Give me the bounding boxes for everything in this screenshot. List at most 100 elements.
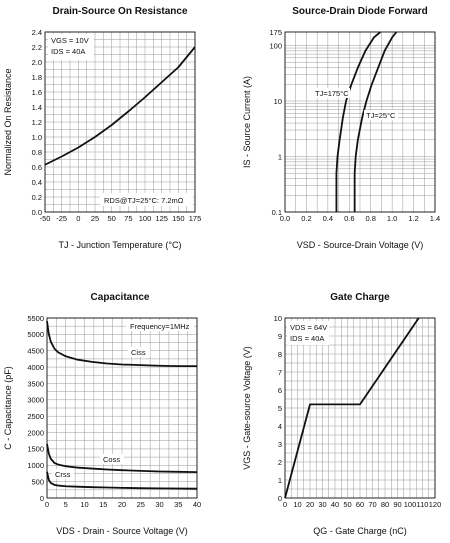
- on-resistance-y-tick-label: 1.2: [32, 118, 42, 127]
- chart-on-resistance-y-ticks: 0.0 0.2 0.4 0.6 0.8 1.0 1.2 1.4 1.6 1.8 2.0 2.2 2.4: [32, 28, 42, 217]
- gate-charge-y-tick-label: 5: [278, 404, 282, 413]
- gate-charge-y-tick-label: 0: [278, 494, 282, 503]
- chart-capacitance-freq-box: [126, 320, 194, 331]
- on-resistance-y-tick-label: 1.8: [32, 73, 42, 82]
- on-resistance-y-tick-label: 2.4: [32, 28, 42, 37]
- capacitance-x-tick-label: 5: [64, 500, 68, 509]
- chart-diode-forward-y-ticks: 0.1 1 10 100 175: [269, 28, 282, 217]
- capacitance-y-tick-label: 4500: [27, 347, 44, 356]
- capacitance-y-tick-label: 5000: [27, 330, 44, 339]
- chart-diode-forward-annotation-25: TJ=25°C: [366, 111, 396, 120]
- gate-charge-y-tick-label: 2: [278, 458, 282, 467]
- chart-diode-forward-x-ticks: 0.0 0.2 0.4 0.6 0.8 1.0 1.2 1.4: [280, 214, 440, 223]
- chart-gate-charge-x-label: QG - Gate Charge (nC): [313, 526, 407, 536]
- chart-capacitance-crss-box: [52, 469, 74, 479]
- chart-diode-forward-frame: [284, 31, 436, 213]
- chart-gate-charge: Gate Charge 0 10 20 30 40 50 60 70 80 90 100 110 120…: [242, 292, 441, 536]
- chart-diode-forward-annotation-175: TJ=175°C: [315, 89, 349, 98]
- chart-capacitance-annotation-coss: Coss: [103, 455, 120, 464]
- chart-capacitance-annotation-frequency: Frequency=1MHz: [130, 322, 190, 331]
- capacitance-y-tick-label: 0: [40, 494, 44, 503]
- capacitance-line-ciss: [46, 321, 197, 368]
- diode-forward-x-tick-label: 1.4: [430, 214, 440, 223]
- chart-capacitance-frame: [46, 317, 198, 499]
- chart-capacitance-series: [46, 321, 198, 490]
- diode-forward-x-tick-label: 1.0: [387, 214, 397, 223]
- capacitance-x-tick-label: 30: [155, 500, 163, 509]
- diode-forward-y-tick-label: 175: [269, 28, 282, 37]
- gate-charge-y-tick-label: 6: [278, 386, 282, 395]
- chart-gate-charge-y-label: VGS - Gate-source Voltage (V): [242, 346, 252, 470]
- gate-charge-y-tick-label: 9: [278, 332, 282, 341]
- capacitance-y-tick-label: 4000: [27, 363, 44, 372]
- gate-charge-y-tick-label: 3: [278, 440, 282, 449]
- on-resistance-y-tick-label: 0.6: [32, 163, 42, 172]
- chart-on-resistance-y-label: Normalized On Resistance: [3, 68, 13, 175]
- diode-forward-x-tick-label: 0.4: [323, 214, 333, 223]
- capacitance-x-tick-label: 0: [45, 500, 49, 509]
- chart-on-resistance-conditions-box: [48, 34, 94, 60]
- capacitance-y-tick-label: 1500: [27, 445, 44, 454]
- on-resistance-x-tick-label: -50: [40, 214, 51, 223]
- diode-forward-y-tick-label: 0.1: [272, 208, 282, 217]
- chart-gate-charge-y-ticks: 0 1 2 3 4 5 6 7 8 9 10: [274, 314, 282, 503]
- capacitance-x-tick-label: 15: [99, 500, 107, 509]
- on-resistance-y-tick-label: 0.0: [32, 208, 42, 217]
- diode-forward-x-tick-label: 0.2: [301, 214, 311, 223]
- chart-gate-charge-title: Gate Charge: [330, 292, 390, 303]
- gate-charge-line-series-0: [284, 317, 420, 499]
- chart-gate-charge-frame: [284, 317, 436, 499]
- diode-forward-x-tick-label: 0.6: [344, 214, 354, 223]
- diode-forward-line-tj-175-c: [335, 31, 381, 212]
- gate-charge-x-tick-label: 90: [393, 500, 401, 509]
- on-resistance-y-tick-label: 0.8: [32, 148, 42, 157]
- chart-capacitance-y-label: C - Capacitance (pF): [3, 366, 13, 450]
- chart-capacitance-ciss-box: [128, 347, 150, 357]
- on-resistance-y-tick-label: 2.0: [32, 58, 42, 67]
- diode-forward-y-tick-label: 1: [278, 152, 282, 161]
- chart-capacitance-x-label: VDS - Drain - Source Voltage (V): [56, 526, 188, 536]
- gate-charge-x-tick-label: 120: [429, 500, 442, 509]
- on-resistance-x-tick-label: -25: [56, 214, 67, 223]
- diode-forward-x-tick-label: 0.8: [365, 214, 375, 223]
- capacitance-x-tick-label: 10: [80, 500, 88, 509]
- gate-charge-x-tick-label: 50: [343, 500, 351, 509]
- chart-capacitance-annotation-ciss: Ciss: [131, 348, 146, 357]
- gate-charge-x-tick-label: 30: [318, 500, 326, 509]
- chart-diode-forward-y-label: IS - Source Current (A): [242, 76, 252, 168]
- diode-forward-x-tick-label: 1.2: [408, 214, 418, 223]
- chart-diode-forward-label-box-25: [364, 110, 398, 120]
- on-resistance-line-series-0: [44, 46, 196, 166]
- chart-diode-forward-series: [335, 31, 398, 212]
- gate-charge-x-tick-label: 80: [381, 500, 389, 509]
- chart-on-resistance-title: Drain-Source On Resistance: [52, 6, 187, 17]
- chart-on-resistance-frame: [44, 31, 196, 213]
- capacitance-x-tick-label: 35: [174, 500, 182, 509]
- on-resistance-x-tick-label: 175: [189, 214, 202, 223]
- chart-diode-forward-title: Source-Drain Diode Forward: [292, 6, 428, 17]
- on-resistance-y-tick-label: 1.4: [32, 103, 42, 112]
- chart-capacitance-x-ticks: 0 5 10 15 20 25 30 35 40: [45, 500, 201, 509]
- gate-charge-x-tick-label: 70: [368, 500, 376, 509]
- capacitance-y-tick-label: 2000: [27, 428, 44, 437]
- capacitance-y-tick-label: 500: [31, 477, 44, 486]
- chart-on-resistance-annotation-ids: IDS = 40A: [51, 47, 85, 56]
- capacitance-x-tick-label: 25: [137, 500, 145, 509]
- chart-capacitance-y-ticks: 0 500 1000 1500 2000 2500 3000 3500 4000 4500 5000…: [27, 314, 44, 503]
- on-resistance-x-tick-label: 125: [155, 214, 168, 223]
- capacitance-y-tick-label: 3500: [27, 379, 44, 388]
- capacitance-x-tick-label: 20: [118, 500, 126, 509]
- gate-charge-x-tick-label: 20: [306, 500, 314, 509]
- gate-charge-x-tick-label: 100: [404, 500, 417, 509]
- chart-capacitance-grid: [46, 317, 198, 499]
- chart-diode-forward: Source-Drain Diode Forward 0.0 0.2 0.4 0.6 0…: [242, 6, 440, 250]
- chart-capacitance-annotation-crss: Crss: [55, 470, 71, 479]
- gate-charge-y-tick-label: 1: [278, 476, 282, 485]
- chart-on-resistance-series: [44, 46, 196, 166]
- chart-gate-charge-x-ticks: 0 10 20 30 40 50 60 70 80 90 100 110 120: [283, 500, 441, 509]
- on-resistance-x-tick-label: 50: [107, 214, 115, 223]
- on-resistance-x-tick-label: 25: [91, 214, 99, 223]
- capacitance-y-tick-label: 2500: [27, 412, 44, 421]
- chart-on-resistance: Drain-Source On Resistance -50 -25 0 25 50 75…: [3, 6, 201, 250]
